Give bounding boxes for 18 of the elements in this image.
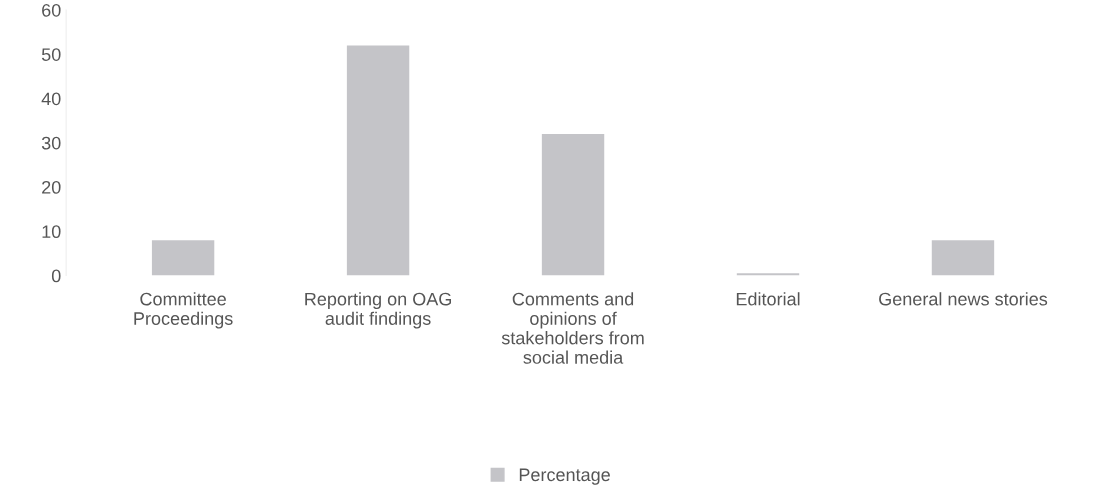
- bar: [346, 45, 410, 276]
- bar: [151, 240, 215, 276]
- x-tick-label: General news stories: [879, 292, 1048, 306]
- y-tick-label: 50: [41, 48, 61, 61]
- bar: [736, 273, 800, 276]
- x-tick-label: Comments and opinions of stakeholders from social media: [501, 292, 644, 364]
- y-tick-label: 30: [41, 136, 61, 150]
- y-tick-label: 10: [42, 225, 61, 239]
- y-tick-label: 0: [51, 269, 61, 283]
- x-tick-label: Committee Proceedings: [134, 292, 233, 329]
- x-tick-label: Editorial: [736, 292, 800, 306]
- legend-label: Percentage: [519, 468, 610, 485]
- bar: [931, 240, 995, 276]
- y-tick-label: 40: [41, 92, 61, 106]
- y-tick-label: 20: [42, 180, 61, 194]
- x-tick-label: Reporting on OAG audit findings: [305, 292, 451, 329]
- bar: [541, 133, 605, 276]
- y-tick-label: 60: [42, 3, 61, 17]
